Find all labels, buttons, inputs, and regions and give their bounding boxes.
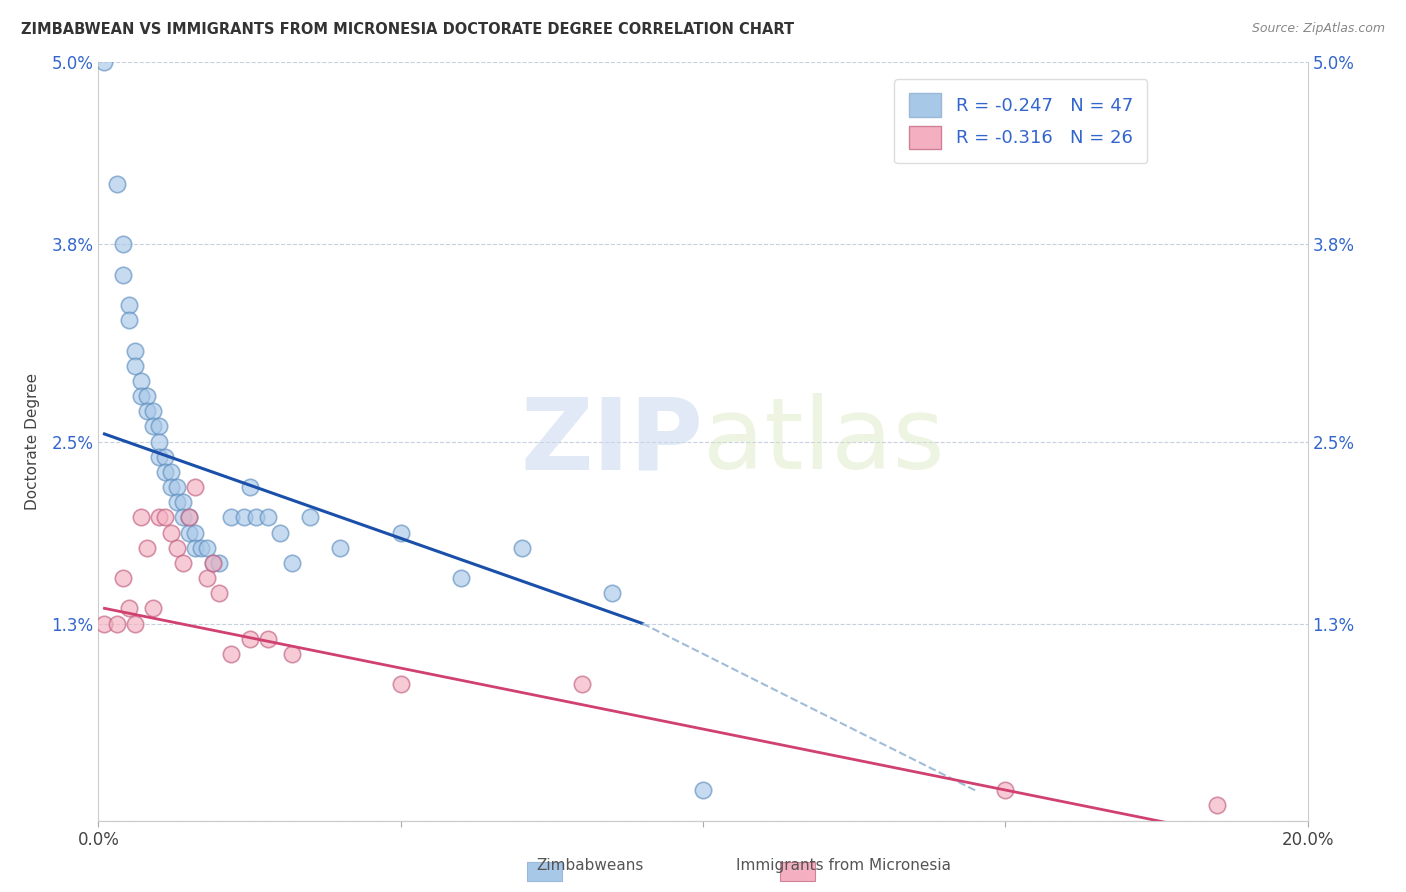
Point bbox=[166, 495, 188, 509]
Text: atlas: atlas bbox=[703, 393, 945, 490]
Point bbox=[124, 616, 146, 631]
Point bbox=[111, 268, 134, 282]
Point bbox=[256, 632, 278, 646]
Point bbox=[329, 541, 352, 555]
Point bbox=[166, 480, 188, 494]
Point bbox=[184, 541, 207, 555]
Point bbox=[281, 647, 304, 661]
Point bbox=[148, 419, 170, 434]
Point bbox=[153, 465, 176, 479]
Point bbox=[269, 525, 291, 540]
Text: Zimbabweans: Zimbabweans bbox=[537, 858, 644, 872]
Point bbox=[172, 556, 194, 570]
Point bbox=[142, 404, 165, 418]
Legend: R = -0.247   N = 47, R = -0.316   N = 26: R = -0.247 N = 47, R = -0.316 N = 26 bbox=[894, 79, 1147, 163]
Point bbox=[202, 556, 225, 570]
Point bbox=[160, 480, 183, 494]
Point bbox=[142, 419, 165, 434]
Point bbox=[153, 510, 176, 524]
Text: Immigrants from Micronesia: Immigrants from Micronesia bbox=[737, 858, 950, 872]
Point bbox=[118, 601, 141, 615]
Point bbox=[184, 480, 207, 494]
Point bbox=[239, 632, 262, 646]
Point bbox=[111, 571, 134, 585]
Point bbox=[190, 541, 212, 555]
Point bbox=[221, 510, 243, 524]
Text: Source: ZipAtlas.com: Source: ZipAtlas.com bbox=[1251, 22, 1385, 36]
Point bbox=[105, 177, 128, 191]
Point bbox=[166, 541, 188, 555]
Point bbox=[135, 404, 157, 418]
Point bbox=[160, 465, 183, 479]
Point bbox=[245, 510, 267, 524]
Point bbox=[179, 525, 201, 540]
Point bbox=[124, 359, 146, 373]
Point bbox=[148, 434, 170, 449]
Point bbox=[184, 525, 207, 540]
Point bbox=[111, 237, 134, 252]
Point bbox=[135, 389, 157, 403]
Point bbox=[232, 510, 254, 524]
Point bbox=[148, 450, 170, 464]
Point bbox=[172, 510, 194, 524]
Text: ZIMBABWEAN VS IMMIGRANTS FROM MICRONESIA DOCTORATE DEGREE CORRELATION CHART: ZIMBABWEAN VS IMMIGRANTS FROM MICRONESIA… bbox=[21, 22, 794, 37]
Point bbox=[256, 510, 278, 524]
Point bbox=[153, 450, 176, 464]
Point bbox=[135, 541, 157, 555]
Point bbox=[389, 677, 412, 691]
Point bbox=[450, 571, 472, 585]
Point bbox=[172, 495, 194, 509]
Point bbox=[208, 586, 231, 600]
Point bbox=[202, 556, 225, 570]
Point bbox=[571, 677, 593, 691]
Point bbox=[118, 298, 141, 312]
Point bbox=[124, 343, 146, 358]
Point bbox=[1206, 798, 1229, 813]
Point bbox=[239, 480, 262, 494]
Point bbox=[160, 525, 183, 540]
Point bbox=[93, 616, 115, 631]
Point bbox=[129, 389, 152, 403]
Point bbox=[195, 571, 218, 585]
Point bbox=[195, 541, 218, 555]
Point bbox=[142, 601, 165, 615]
Point bbox=[602, 586, 624, 600]
Point bbox=[129, 374, 152, 388]
Point bbox=[510, 541, 533, 555]
Point bbox=[299, 510, 322, 524]
Point bbox=[179, 510, 201, 524]
Text: ZIP: ZIP bbox=[520, 393, 703, 490]
Point bbox=[208, 556, 231, 570]
Point bbox=[118, 313, 141, 327]
Point bbox=[692, 783, 714, 797]
Point bbox=[994, 783, 1017, 797]
Point bbox=[105, 616, 128, 631]
Point bbox=[129, 510, 152, 524]
Y-axis label: Doctorate Degree: Doctorate Degree bbox=[25, 373, 41, 510]
Point bbox=[148, 510, 170, 524]
Point bbox=[221, 647, 243, 661]
Point bbox=[281, 556, 304, 570]
Point bbox=[179, 510, 201, 524]
Point bbox=[389, 525, 412, 540]
Point bbox=[93, 55, 115, 70]
